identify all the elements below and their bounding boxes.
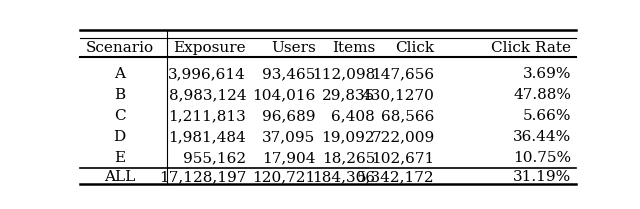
Text: 120,721: 120,721 [252,170,316,184]
Text: A: A [114,67,125,81]
Text: 955,162: 955,162 [183,151,246,165]
Text: 1,211,813: 1,211,813 [168,109,246,123]
Text: 112,098: 112,098 [312,67,375,81]
Text: 102,671: 102,671 [371,151,435,165]
Text: C: C [114,109,125,123]
Text: 96,689: 96,689 [262,109,316,123]
Text: 47.88%: 47.88% [513,88,571,102]
Text: B: B [114,88,125,102]
Text: Exposure: Exposure [173,41,246,55]
Text: 31.19%: 31.19% [513,170,571,184]
Text: Click Rate: Click Rate [491,41,571,55]
Text: 104,016: 104,016 [252,88,316,102]
Text: 184,306: 184,306 [312,170,375,184]
Text: D: D [113,130,126,144]
Text: 10.75%: 10.75% [513,151,571,165]
Text: 36.44%: 36.44% [513,130,571,144]
Text: 5,342,172: 5,342,172 [357,170,435,184]
Text: 5.66%: 5.66% [522,109,571,123]
Text: 1,981,484: 1,981,484 [168,130,246,144]
Text: Scenario: Scenario [86,41,154,55]
Text: E: E [114,151,125,165]
Text: 93,465: 93,465 [262,67,316,81]
Text: Items: Items [332,41,375,55]
Text: 29,835: 29,835 [322,88,375,102]
Text: 147,656: 147,656 [371,67,435,81]
Text: 68,566: 68,566 [381,109,435,123]
Text: Click: Click [396,41,435,55]
Text: 18,265: 18,265 [322,151,375,165]
Text: 17,128,197: 17,128,197 [159,170,246,184]
Text: 37,095: 37,095 [262,130,316,144]
Text: 3,996,614: 3,996,614 [168,67,246,81]
Text: 8,983,124: 8,983,124 [168,88,246,102]
Text: 17,904: 17,904 [262,151,316,165]
Text: ALL: ALL [104,170,135,184]
Text: 3.69%: 3.69% [522,67,571,81]
Text: 6,408: 6,408 [332,109,375,123]
Text: 430,1270: 430,1270 [362,88,435,102]
Text: Users: Users [271,41,316,55]
Text: 722,009: 722,009 [371,130,435,144]
Text: 19,092: 19,092 [321,130,375,144]
